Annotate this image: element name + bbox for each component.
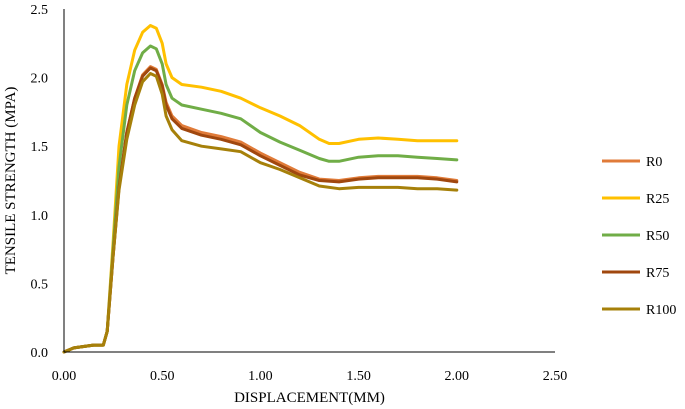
legend: R0 R25 R50 R75 R100 (602, 155, 676, 318)
y-tick-label: 2.5 (31, 3, 49, 18)
y-tick-label: 2.0 (31, 72, 49, 87)
series-line-r50 (62, 44, 459, 354)
y-tick-label: 0.0 (31, 346, 49, 361)
legend-label-r50: R50 (646, 229, 669, 244)
series-line-r100 (62, 72, 459, 354)
x-tick-label: 2.50 (543, 369, 568, 384)
legend-label-r25: R25 (646, 192, 669, 207)
y-tick-labels: 0.0 0.5 1.0 1.5 2.0 2.5 (31, 3, 49, 361)
legend-label-r75: R75 (646, 266, 669, 281)
y-tick-label: 1.0 (31, 209, 49, 224)
x-tick-label: 1.50 (346, 369, 371, 384)
x-axis-title: DISPLACEMENT(MM) (234, 390, 385, 406)
y-tick-label: 0.5 (31, 277, 49, 292)
legend-label-r100: R100 (646, 303, 676, 318)
y-tick-label: 1.5 (31, 140, 49, 155)
x-tick-labels: 0.00 0.50 1.00 1.50 2.00 2.50 (52, 369, 568, 384)
legend-label-r0: R0 (646, 155, 662, 170)
x-tick-label: 0.50 (150, 369, 175, 384)
x-tick-label: 2.00 (445, 369, 470, 384)
plot-area (62, 24, 459, 354)
x-tick-label: 0.00 (52, 369, 77, 384)
y-axis-title: TENSILE STRENGTH (MPA) (3, 87, 19, 275)
x-tick-label: 1.00 (248, 369, 273, 384)
